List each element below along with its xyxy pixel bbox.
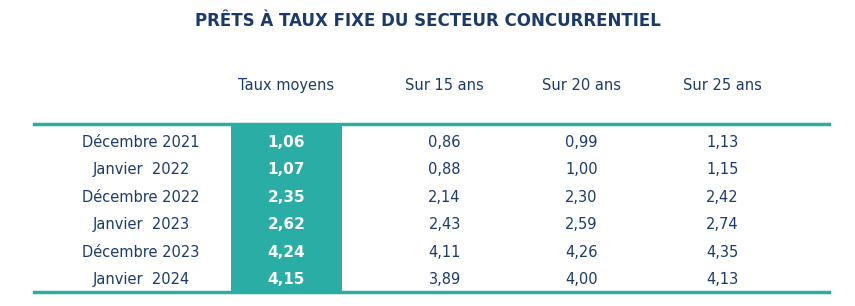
Text: 4,11: 4,11 [428, 245, 461, 260]
Text: Janvier  2022: Janvier 2022 [92, 162, 190, 177]
Text: 0,99: 0,99 [565, 135, 598, 150]
Text: 4,24: 4,24 [268, 245, 305, 260]
Text: 2,74: 2,74 [706, 217, 739, 233]
Text: Décembre 2021: Décembre 2021 [82, 135, 200, 150]
Text: Sur 15 ans: Sur 15 ans [405, 78, 484, 93]
Text: 0,86: 0,86 [428, 135, 461, 150]
Text: 2,62: 2,62 [268, 217, 305, 233]
Text: 4,13: 4,13 [706, 272, 739, 288]
Text: Taux moyens: Taux moyens [239, 78, 334, 93]
Text: 0,88: 0,88 [428, 162, 461, 177]
Text: 4,00: 4,00 [565, 272, 598, 288]
Text: 2,43: 2,43 [428, 217, 461, 233]
Text: 1,07: 1,07 [268, 162, 305, 177]
Text: 1,13: 1,13 [706, 135, 739, 150]
Text: 2,59: 2,59 [565, 217, 598, 233]
Text: PRÊTS À TAUX FIXE DU SECTEUR CONCURRENTIEL: PRÊTS À TAUX FIXE DU SECTEUR CONCURRENTI… [195, 12, 660, 30]
Text: 1,06: 1,06 [268, 135, 305, 150]
Text: Sur 25 ans: Sur 25 ans [683, 78, 762, 93]
Text: Janvier  2023: Janvier 2023 [92, 217, 190, 233]
Text: Décembre 2022: Décembre 2022 [82, 190, 200, 205]
Text: 2,42: 2,42 [706, 190, 739, 205]
Text: 4,35: 4,35 [706, 245, 739, 260]
Bar [231, 124, 342, 292]
Text: 2,35: 2,35 [268, 190, 305, 205]
Text: 4,26: 4,26 [565, 245, 598, 260]
Text: Décembre 2023: Décembre 2023 [82, 245, 200, 260]
Text: 2,14: 2,14 [428, 190, 461, 205]
Text: Janvier  2024: Janvier 2024 [92, 272, 190, 288]
Text: 2,30: 2,30 [565, 190, 598, 205]
Text: 1,15: 1,15 [706, 162, 739, 177]
Text: 3,89: 3,89 [428, 272, 461, 288]
Text: 1,00: 1,00 [565, 162, 598, 177]
Text: Sur 20 ans: Sur 20 ans [542, 78, 621, 93]
Text: 4,15: 4,15 [268, 272, 305, 288]
